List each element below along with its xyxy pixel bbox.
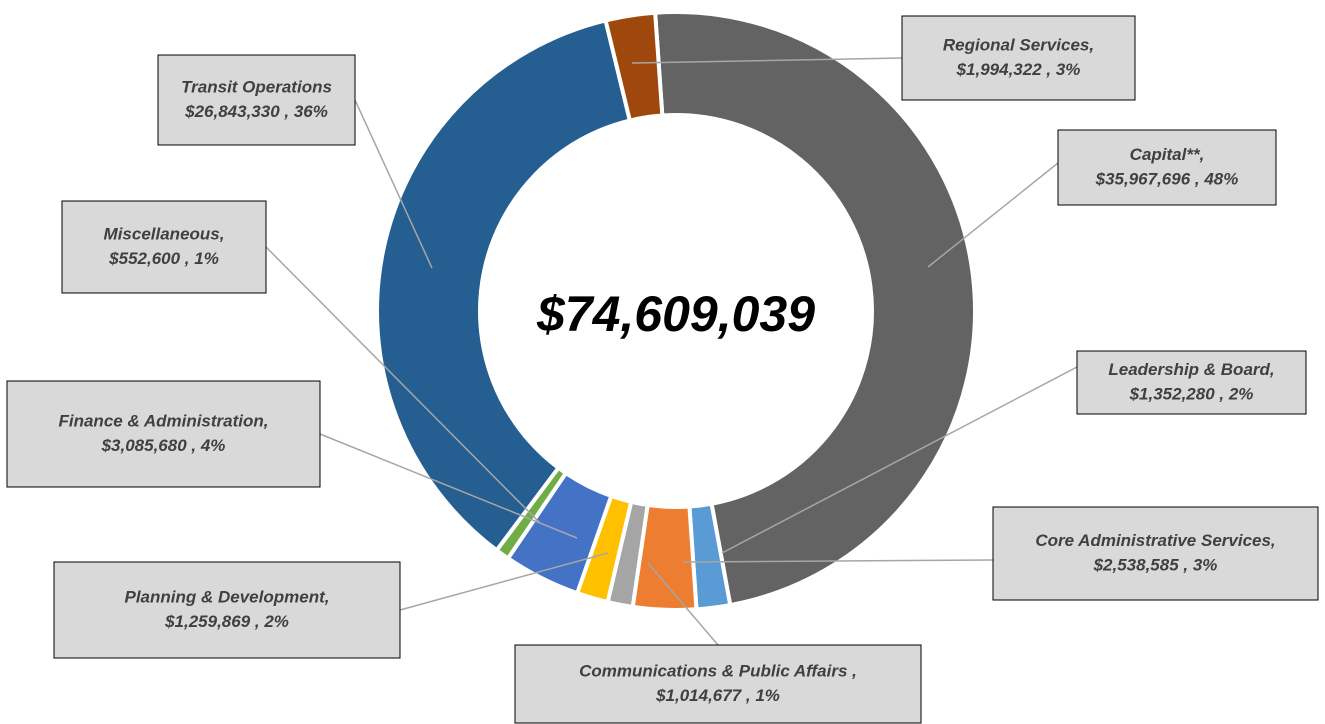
category-label: Miscellaneous, xyxy=(104,224,225,243)
value-label: $1,259,869 xyxy=(164,612,251,631)
leader-line xyxy=(265,246,541,524)
separator: , xyxy=(280,102,294,121)
separator: , xyxy=(1179,556,1193,575)
category-label: Communications & Public Affairs , xyxy=(579,661,857,680)
separator: , xyxy=(250,612,264,631)
donut-segment xyxy=(653,10,977,608)
category-label: Core Administrative Services, xyxy=(1035,531,1275,550)
value-label: $1,352,280 xyxy=(1129,385,1216,404)
separator: , xyxy=(187,436,201,455)
separator: , xyxy=(1190,170,1204,189)
value-label: $1,994,322 xyxy=(956,60,1043,79)
leader-line xyxy=(682,559,994,563)
donut-segment xyxy=(375,17,633,554)
value-line: $26,843,330 , 36% xyxy=(184,102,328,121)
value-line: $552,600 , 1% xyxy=(108,249,219,268)
percent-label: 3% xyxy=(1193,556,1218,575)
percent-label: 2% xyxy=(1228,385,1254,404)
value-line: $1,352,280 , 2% xyxy=(1129,385,1254,404)
percent-label: 4% xyxy=(200,436,226,455)
value-label: $26,843,330 xyxy=(184,102,280,121)
value-line: $35,967,696 , 48% xyxy=(1095,170,1239,189)
label-box xyxy=(1076,350,1307,415)
separator: , xyxy=(741,686,755,705)
category-label: Leadership & Board, xyxy=(1108,360,1274,379)
category-label: Capital**, xyxy=(1130,145,1205,164)
value-line: $1,259,869 , 2% xyxy=(164,612,289,631)
label-box xyxy=(53,561,401,659)
value-label: $3,085,680 xyxy=(101,436,188,455)
leader-line xyxy=(319,433,578,539)
leader-line xyxy=(354,99,433,269)
label-box xyxy=(992,506,1319,601)
percent-label: 2% xyxy=(263,612,289,631)
value-line: $1,014,677 , 1% xyxy=(655,686,780,705)
category-label: Planning & Development, xyxy=(125,587,330,606)
leader-line xyxy=(399,552,609,611)
percent-label: 3% xyxy=(1056,60,1081,79)
value-label: $35,967,696 xyxy=(1095,170,1191,189)
percent-label: 48% xyxy=(1203,170,1238,189)
separator: , xyxy=(1215,385,1229,404)
leader-line xyxy=(631,57,903,64)
value-label: $552,600 xyxy=(108,249,180,268)
percent-label: 36% xyxy=(294,102,328,121)
value-line: $2,538,585 , 3% xyxy=(1093,556,1218,575)
label-box xyxy=(514,644,922,724)
leader-line xyxy=(647,562,719,646)
category-label: Transit Operations xyxy=(181,77,332,96)
donut-segment xyxy=(603,10,665,123)
total-label: $74,609,039 xyxy=(536,286,815,342)
label-box xyxy=(901,15,1136,101)
value-line: $1,994,322 , 3% xyxy=(956,60,1081,79)
label-box xyxy=(1057,129,1277,206)
category-label: Regional Services, xyxy=(943,35,1094,54)
value-label: $1,014,677 xyxy=(655,686,743,705)
separator: , xyxy=(180,249,194,268)
value-label: $2,538,585 xyxy=(1093,556,1180,575)
label-box xyxy=(157,54,356,146)
label-box xyxy=(6,380,321,488)
percent-label: 1% xyxy=(755,686,780,705)
value-line: $3,085,680 , 4% xyxy=(101,436,226,455)
category-label: Finance & Administration, xyxy=(58,411,268,430)
percent-label: 1% xyxy=(194,249,219,268)
label-box xyxy=(61,200,267,294)
leader-line xyxy=(927,162,1059,268)
separator: , xyxy=(1042,60,1056,79)
leader-line xyxy=(721,366,1078,554)
